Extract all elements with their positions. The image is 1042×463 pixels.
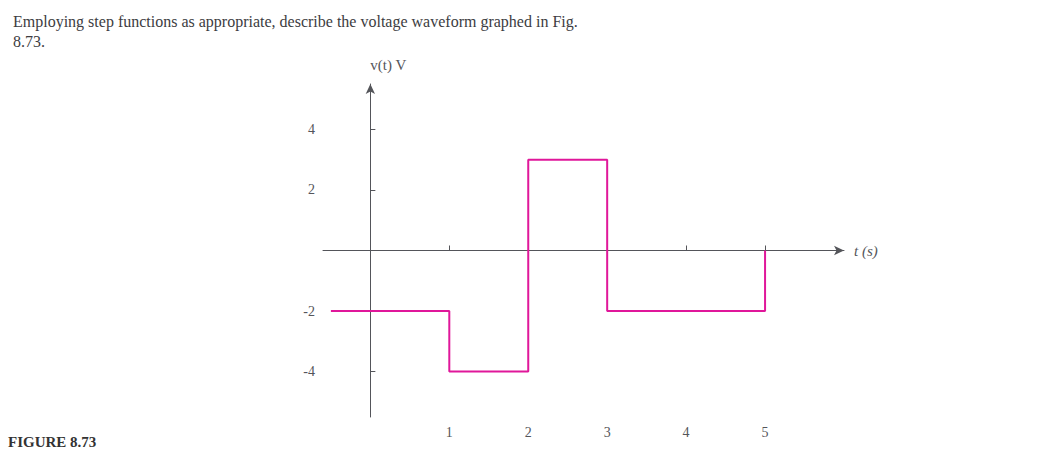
svg-text:t (s): t (s) [854, 243, 878, 260]
svg-text:FIGURE 8.73: FIGURE 8.73 [8, 434, 96, 450]
svg-text:4: 4 [683, 425, 690, 440]
svg-text:Employing step functions as ap: Employing step functions as appropriate,… [13, 13, 578, 31]
svg-text:8.73.: 8.73. [13, 33, 45, 50]
svg-text:-2: -2 [303, 304, 315, 319]
svg-text:4: 4 [308, 122, 315, 137]
svg-text:1: 1 [446, 425, 453, 440]
svg-text:v(t) V: v(t) V [370, 57, 406, 74]
svg-text:5: 5 [762, 425, 769, 440]
svg-text:-4: -4 [303, 364, 315, 379]
svg-text:2: 2 [308, 182, 315, 197]
svg-text:2: 2 [525, 425, 532, 440]
svg-text:3: 3 [604, 425, 611, 440]
